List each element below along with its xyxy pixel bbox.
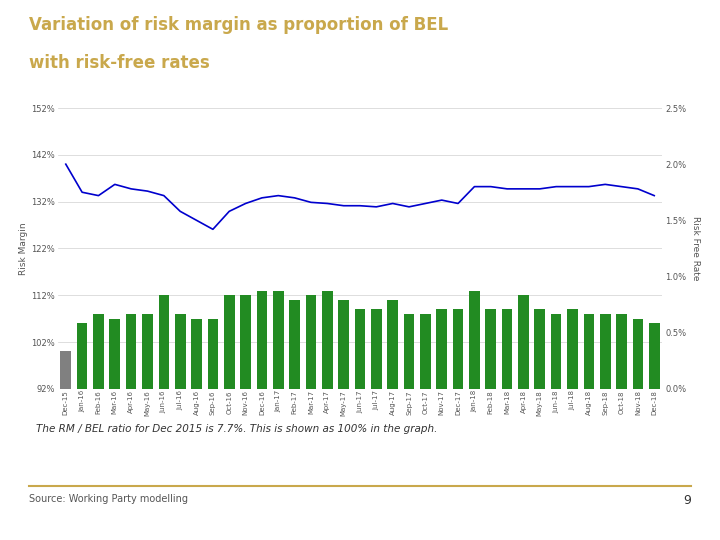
Bar bbox=[77, 323, 87, 540]
Bar bbox=[404, 314, 414, 540]
Bar bbox=[338, 300, 349, 540]
Bar bbox=[436, 309, 447, 540]
Bar bbox=[192, 319, 202, 540]
Bar bbox=[534, 309, 545, 540]
Bar bbox=[306, 295, 316, 540]
Bar bbox=[567, 309, 578, 540]
Bar bbox=[453, 309, 464, 540]
Bar bbox=[256, 291, 267, 540]
Bar bbox=[322, 291, 333, 540]
Bar bbox=[583, 314, 594, 540]
Bar bbox=[207, 319, 218, 540]
Bar bbox=[371, 309, 382, 540]
Y-axis label: Risk Margin: Risk Margin bbox=[19, 222, 28, 275]
Bar bbox=[289, 300, 300, 540]
Bar bbox=[126, 314, 137, 540]
Text: with risk-free rates: with risk-free rates bbox=[29, 54, 210, 72]
Bar bbox=[273, 291, 284, 540]
Bar bbox=[387, 300, 398, 540]
Bar bbox=[600, 314, 611, 540]
Bar bbox=[93, 314, 104, 540]
Y-axis label: Risk Free Rate: Risk Free Rate bbox=[691, 216, 700, 281]
Bar bbox=[518, 295, 528, 540]
Bar bbox=[175, 314, 186, 540]
Bar bbox=[60, 352, 71, 540]
Bar bbox=[616, 314, 627, 540]
Bar bbox=[158, 295, 169, 540]
Bar bbox=[469, 291, 480, 540]
Bar bbox=[142, 314, 153, 540]
Text: Variation of risk margin as proportion of BEL: Variation of risk margin as proportion o… bbox=[29, 16, 448, 34]
Text: The RM / BEL ratio for Dec 2015 is 7.7%. This is shown as 100% in the graph.: The RM / BEL ratio for Dec 2015 is 7.7%.… bbox=[36, 424, 437, 434]
Bar bbox=[109, 319, 120, 540]
Bar bbox=[551, 314, 562, 540]
Bar bbox=[649, 323, 660, 540]
Bar bbox=[485, 309, 496, 540]
Text: Source: Working Party modelling: Source: Working Party modelling bbox=[29, 494, 188, 504]
Bar bbox=[355, 309, 365, 540]
Bar bbox=[224, 295, 235, 540]
Bar bbox=[502, 309, 513, 540]
Bar bbox=[240, 295, 251, 540]
Bar bbox=[633, 319, 643, 540]
Bar bbox=[420, 314, 431, 540]
Text: 9: 9 bbox=[683, 494, 691, 507]
